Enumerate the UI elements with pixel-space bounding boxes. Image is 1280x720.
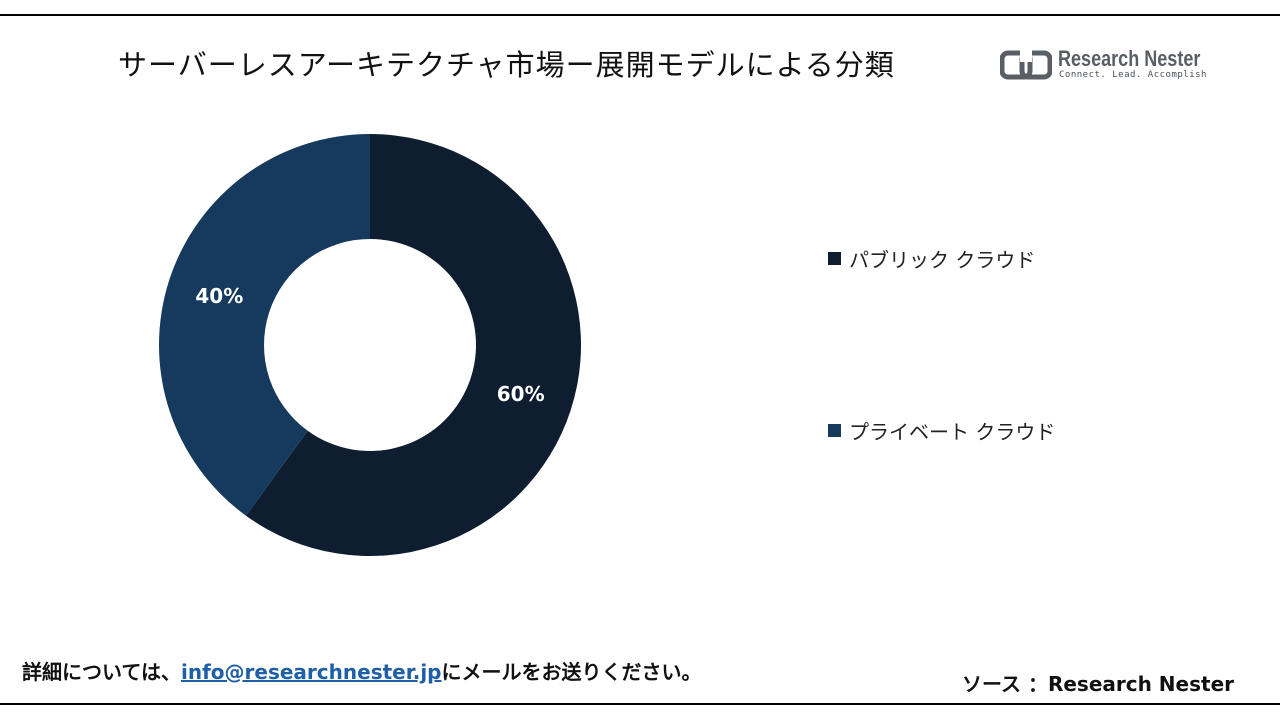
bottom-rule: [0, 703, 1280, 705]
legend-item-public-cloud: パブリック クラウド: [828, 244, 1035, 273]
footer-suffix: にメールをお送りください。: [441, 660, 702, 684]
research-nester-logo: Research Nester Connect. Lead. Accomplis…: [1000, 46, 1220, 84]
footer-prefix: 詳細については、: [22, 660, 181, 684]
logo-tagline: Connect. Lead. Accomplish: [1059, 70, 1207, 80]
footer-contact-note: 詳細については、info@researchnester.jpにメールをお送りくだ…: [22, 656, 702, 685]
legend-item-private-cloud: プライベート クラウド: [828, 416, 1055, 445]
contact-email-link[interactable]: info@researchnester.jp: [181, 660, 442, 684]
slice-label-public-cloud: 60%: [497, 382, 545, 406]
donut-slice-private-cloud: [158, 134, 370, 516]
legend-swatch-private-cloud: [828, 424, 841, 437]
donut-slice-public-cloud: [245, 134, 582, 556]
donut-slice-labels: 60% 40%: [195, 284, 544, 406]
legend-label-private-cloud: プライベート クラウド: [849, 420, 1056, 444]
legend-label-public-cloud: パブリック クラウド: [849, 248, 1036, 272]
chart-legend: パブリック クラウド プライベート クラウド: [828, 240, 1228, 460]
top-rule: [0, 14, 1280, 16]
chart-title: サーバーレスアーキテクチャ市場ー展開モデルによる分類: [118, 48, 895, 82]
logo-name: Research Nester: [1058, 46, 1201, 71]
source-credit: ソース ：Research Nester: [962, 672, 1235, 696]
donut-slices: [158, 134, 582, 556]
research-nester-logo-icon: [1000, 50, 1052, 80]
legend-swatch-public-cloud: [828, 252, 841, 265]
slice-label-private-cloud: 40%: [195, 284, 243, 308]
